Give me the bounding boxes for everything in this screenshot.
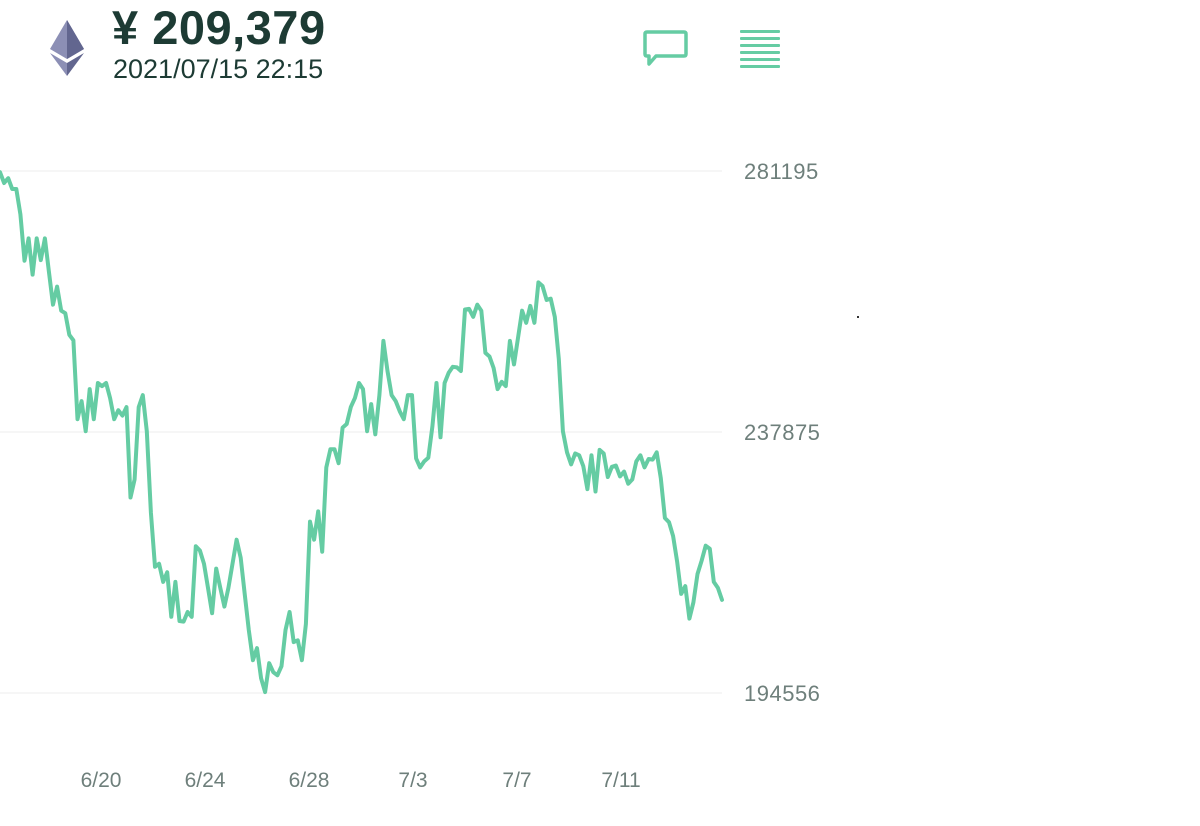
x-tick-label: 6/28 xyxy=(289,769,330,792)
current-price: ¥ 209,379 xyxy=(112,1,326,54)
price-line xyxy=(0,170,724,695)
chat-bubble-icon xyxy=(643,30,688,66)
x-tick-label: 7/7 xyxy=(502,769,531,792)
y-tick-label: 194556 xyxy=(744,681,820,706)
gridlines xyxy=(0,170,722,694)
x-tick-label: 6/20 xyxy=(81,769,122,792)
chat-button[interactable] xyxy=(640,26,690,70)
ethereum-icon xyxy=(50,20,84,76)
menu-button[interactable] xyxy=(736,26,784,70)
y-axis-ticks: 281195 237875 194556 xyxy=(744,159,820,706)
x-axis-ticks: 6/20 6/24 6/28 7/3 7/7 7/11 xyxy=(81,769,641,792)
x-tick-label: 6/24 xyxy=(185,769,226,792)
stray-dot xyxy=(857,316,859,318)
y-tick-label: 281195 xyxy=(744,159,819,184)
series-layer xyxy=(0,170,724,695)
price-timestamp: 2021/07/15 22:15 xyxy=(113,54,324,84)
x-tick-label: 7/11 xyxy=(601,769,640,792)
menu-list-icon xyxy=(740,30,780,68)
y-tick-label: 237875 xyxy=(744,420,820,445)
x-tick-label: 7/3 xyxy=(398,769,427,792)
